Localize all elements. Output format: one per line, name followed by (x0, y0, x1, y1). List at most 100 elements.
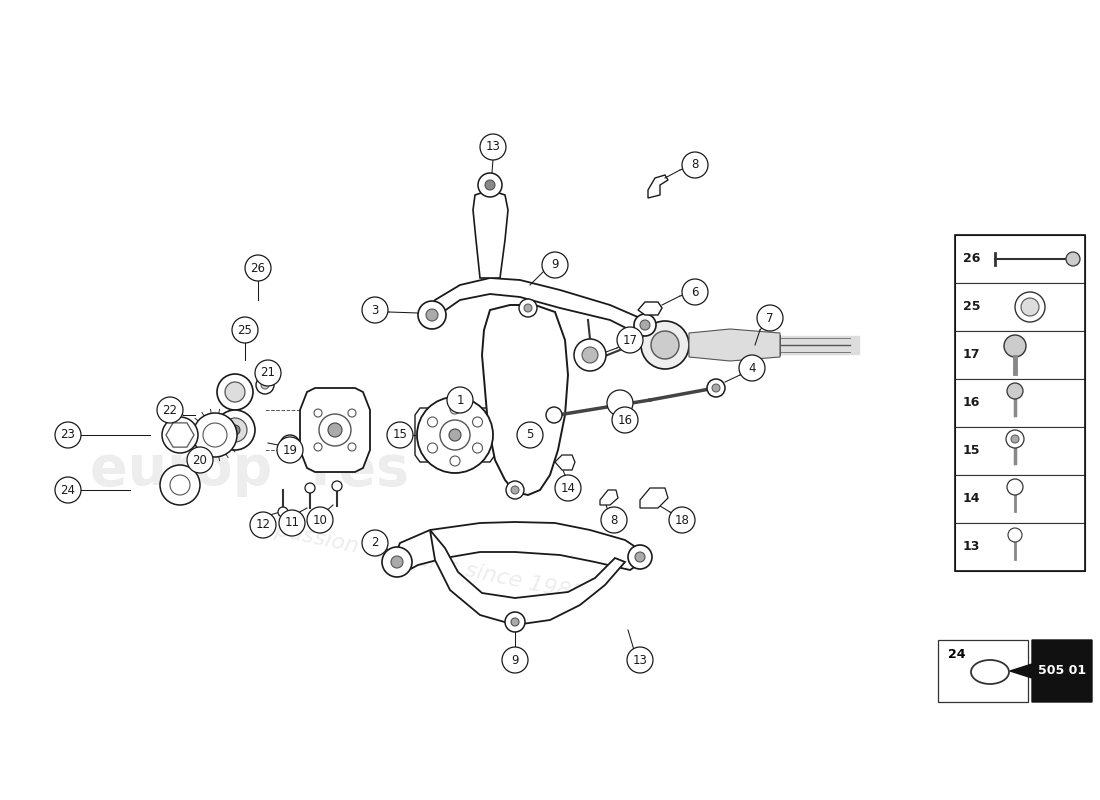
Text: 20: 20 (192, 454, 208, 466)
Circle shape (582, 347, 598, 363)
Circle shape (712, 384, 720, 392)
Circle shape (286, 441, 294, 449)
Text: 13: 13 (632, 654, 648, 666)
Text: 18: 18 (674, 514, 690, 526)
Text: 3: 3 (372, 303, 378, 317)
Circle shape (502, 647, 528, 673)
Circle shape (651, 331, 679, 359)
Circle shape (757, 305, 783, 331)
Circle shape (226, 382, 245, 402)
Polygon shape (638, 302, 662, 315)
Polygon shape (556, 455, 575, 470)
Circle shape (641, 321, 689, 369)
Circle shape (250, 512, 276, 538)
Circle shape (574, 339, 606, 371)
Circle shape (223, 418, 248, 442)
Circle shape (506, 481, 524, 499)
Circle shape (277, 437, 302, 463)
FancyBboxPatch shape (955, 235, 1085, 283)
Circle shape (382, 547, 412, 577)
Polygon shape (300, 388, 370, 472)
Circle shape (314, 443, 322, 451)
Circle shape (478, 173, 502, 197)
FancyBboxPatch shape (955, 331, 1085, 379)
Circle shape (640, 320, 650, 330)
Text: 14: 14 (962, 493, 980, 506)
Circle shape (1066, 252, 1080, 266)
Circle shape (192, 413, 236, 457)
Text: 8: 8 (691, 158, 698, 171)
Text: 10: 10 (312, 514, 328, 526)
Circle shape (428, 417, 438, 427)
Circle shape (612, 407, 638, 433)
Circle shape (55, 477, 81, 503)
Text: 23: 23 (60, 429, 76, 442)
Polygon shape (473, 190, 508, 278)
Text: 5: 5 (526, 429, 534, 442)
Text: 1: 1 (456, 394, 464, 406)
Circle shape (314, 409, 322, 417)
Text: 4: 4 (748, 362, 756, 374)
Circle shape (524, 304, 532, 312)
Circle shape (162, 417, 198, 453)
FancyBboxPatch shape (955, 379, 1085, 427)
Text: 13: 13 (962, 541, 980, 554)
Polygon shape (1010, 640, 1092, 702)
Circle shape (328, 423, 342, 437)
Circle shape (635, 552, 645, 562)
Polygon shape (430, 278, 648, 335)
Circle shape (473, 417, 483, 427)
Circle shape (278, 507, 288, 517)
Circle shape (261, 381, 270, 389)
Text: 25: 25 (238, 323, 252, 337)
Text: 6: 6 (691, 286, 698, 298)
Circle shape (230, 425, 240, 435)
Circle shape (512, 486, 519, 494)
Text: 13: 13 (485, 141, 501, 154)
Circle shape (428, 443, 438, 453)
Circle shape (601, 507, 627, 533)
Text: 14: 14 (561, 482, 575, 494)
Circle shape (505, 612, 525, 632)
Circle shape (628, 545, 652, 569)
FancyBboxPatch shape (955, 283, 1085, 331)
Circle shape (485, 180, 495, 190)
Circle shape (480, 134, 506, 160)
Circle shape (546, 407, 562, 423)
Text: 24: 24 (60, 483, 76, 497)
Circle shape (332, 481, 342, 491)
Circle shape (348, 443, 356, 451)
Text: 17: 17 (623, 334, 638, 346)
Polygon shape (166, 423, 194, 447)
Text: 15: 15 (962, 445, 980, 458)
Circle shape (517, 422, 543, 448)
Polygon shape (482, 305, 568, 495)
Circle shape (473, 443, 483, 453)
Circle shape (232, 317, 258, 343)
Circle shape (627, 647, 653, 673)
Circle shape (682, 152, 708, 178)
FancyBboxPatch shape (955, 475, 1085, 523)
Polygon shape (430, 530, 625, 625)
FancyBboxPatch shape (955, 427, 1085, 475)
Circle shape (245, 255, 271, 281)
Circle shape (307, 507, 333, 533)
Circle shape (634, 314, 656, 336)
Circle shape (1008, 528, 1022, 542)
Polygon shape (395, 522, 642, 572)
Text: 9: 9 (512, 654, 519, 666)
Circle shape (418, 301, 446, 329)
Text: 11: 11 (285, 517, 299, 530)
FancyBboxPatch shape (938, 640, 1028, 702)
Circle shape (607, 390, 632, 416)
Text: 19: 19 (283, 443, 297, 457)
Circle shape (707, 379, 725, 397)
Text: 26: 26 (251, 262, 265, 274)
Text: 16: 16 (617, 414, 632, 426)
Circle shape (669, 507, 695, 533)
Circle shape (1011, 435, 1019, 443)
Circle shape (1015, 292, 1045, 322)
Text: 17: 17 (962, 349, 980, 362)
Text: 2: 2 (372, 537, 378, 550)
Circle shape (187, 447, 213, 473)
